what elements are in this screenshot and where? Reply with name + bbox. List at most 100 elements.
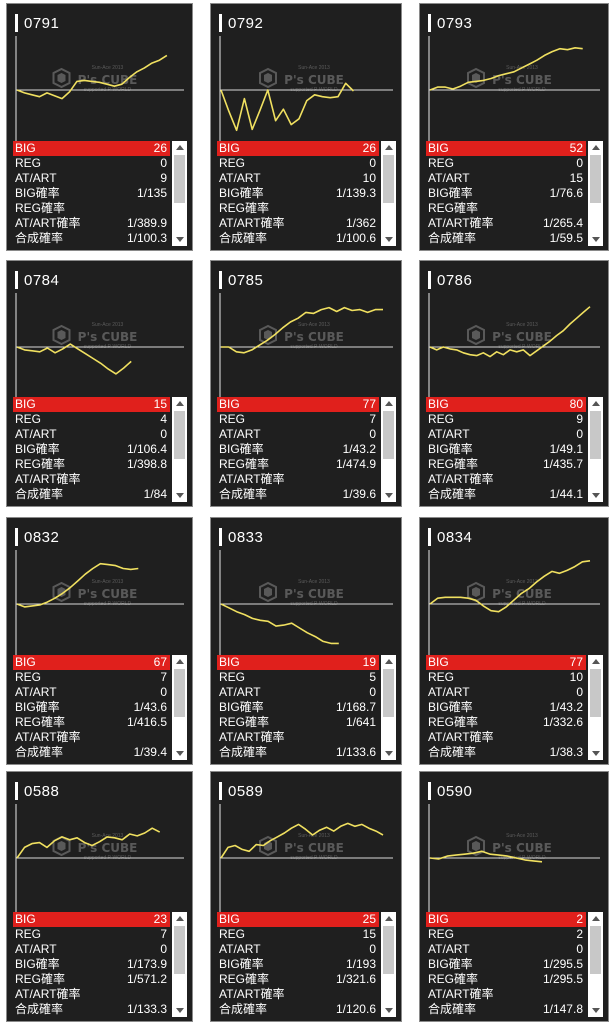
stat-at-row: AT/ART 0 <box>426 427 586 442</box>
stat-total-rate-label: 合成確率 <box>15 231 64 245</box>
scroll-up-arrow-icon[interactable] <box>176 659 184 664</box>
stats-scrollbar[interactable] <box>588 141 603 246</box>
scroll-up-arrow-icon[interactable] <box>176 916 184 921</box>
scroll-thumb[interactable] <box>590 926 601 974</box>
stats-scrollbar[interactable] <box>172 141 187 246</box>
scroll-up-arrow-icon[interactable] <box>592 916 600 921</box>
title-marker <box>15 14 18 32</box>
stat-at-rate-row: AT/ART確率 <box>217 987 379 1002</box>
scroll-up-arrow-icon[interactable] <box>385 145 393 150</box>
stats-scrollbar[interactable] <box>172 397 187 502</box>
machine-card-0588[interactable]: Sun-Ace 2013 P's CUBE supported P-WORLD 05… <box>6 771 193 1022</box>
machine-number[interactable]: 0832 <box>24 528 60 546</box>
scroll-down-arrow-icon[interactable] <box>592 493 600 498</box>
scroll-thumb[interactable] <box>590 669 601 717</box>
machine-card-0590[interactable]: Sun-Ace 2013 P's CUBE supported P-WORLD 05… <box>419 771 609 1022</box>
machine-title[interactable]: 0793 <box>428 13 472 33</box>
stats-scrollbar[interactable] <box>588 655 603 760</box>
machine-title[interactable]: 0590 <box>428 781 472 801</box>
machine-title[interactable]: 0791 <box>15 13 59 33</box>
scroll-up-arrow-icon[interactable] <box>385 916 393 921</box>
scroll-up-arrow-icon[interactable] <box>592 659 600 664</box>
machine-number[interactable]: 0785 <box>228 271 264 289</box>
machine-number[interactable]: 0590 <box>437 782 473 800</box>
machine-card-0785[interactable]: Sun-Ace 2013 P's CUBE supported P-WORLD 07… <box>210 260 402 507</box>
machine-number[interactable]: 0833 <box>228 528 264 546</box>
machine-title[interactable]: 0784 <box>15 270 59 290</box>
machine-number[interactable]: 0791 <box>24 14 60 32</box>
machine-card-0793[interactable]: Sun-Ace 2013 P's CUBE supported P-WORLD 07… <box>419 3 609 251</box>
stats-scrollbar[interactable] <box>172 912 187 1017</box>
machine-number[interactable]: 0589 <box>228 782 264 800</box>
machine-number[interactable]: 0792 <box>228 14 264 32</box>
scroll-down-arrow-icon[interactable] <box>176 493 184 498</box>
scroll-down-arrow-icon[interactable] <box>385 1008 393 1013</box>
stats-scrollbar[interactable] <box>588 397 603 502</box>
machine-title[interactable]: 0833 <box>219 527 263 547</box>
machine-card-0833[interactable]: Sun-Ace 2013 P's CUBE supported P-WORLD 08… <box>210 517 402 765</box>
machine-title[interactable]: 0832 <box>15 527 59 547</box>
stat-reg-value: 0 <box>576 156 583 170</box>
stat-big-rate-label: BIG確率 <box>219 957 264 971</box>
machine-title[interactable]: 0589 <box>219 781 263 801</box>
slump-line-series <box>429 46 583 91</box>
watermark-top-text: Sun-Ace 2013 <box>92 579 124 585</box>
stats-scrollbar[interactable] <box>172 655 187 760</box>
scroll-thumb[interactable] <box>383 155 394 203</box>
machine-number[interactable]: 0834 <box>437 528 473 546</box>
watermark-top-text: Sun-Ace 2013 <box>506 322 538 328</box>
scroll-down-arrow-icon[interactable] <box>592 751 600 756</box>
machine-card-0832[interactable]: Sun-Ace 2013 P's CUBE supported P-WORLD 08… <box>6 517 193 765</box>
machine-title[interactable]: 0588 <box>15 781 59 801</box>
machine-card-0834[interactable]: Sun-Ace 2013 P's CUBE supported P-WORLD 08… <box>419 517 609 765</box>
machine-card-0589[interactable]: Sun-Ace 2013 P's CUBE supported P-WORLD 05… <box>210 771 402 1022</box>
machine-title[interactable]: 0834 <box>428 527 472 547</box>
stats-scrollbar[interactable] <box>381 141 396 246</box>
stat-at-row: AT/ART 10 <box>217 171 379 186</box>
scroll-up-arrow-icon[interactable] <box>176 145 184 150</box>
machine-card-0792[interactable]: Sun-Ace 2013 P's CUBE supported P-WORLD 07… <box>210 3 402 251</box>
stat-reg-value: 9 <box>576 412 583 426</box>
scroll-thumb[interactable] <box>174 926 185 974</box>
scroll-up-arrow-icon[interactable] <box>385 401 393 406</box>
machine-title[interactable]: 0786 <box>428 270 472 290</box>
machine-number[interactable]: 0784 <box>24 271 60 289</box>
stat-big-label: BIG <box>15 655 36 669</box>
scroll-down-arrow-icon[interactable] <box>176 237 184 242</box>
scroll-thumb[interactable] <box>383 669 394 717</box>
scroll-down-arrow-icon[interactable] <box>385 237 393 242</box>
machine-title[interactable]: 0785 <box>219 270 263 290</box>
machine-card-0784[interactable]: Sun-Ace 2013 P's CUBE supported P-WORLD 07… <box>6 260 193 507</box>
scroll-thumb[interactable] <box>174 155 185 203</box>
scroll-up-arrow-icon[interactable] <box>592 401 600 406</box>
stat-big-rate-label: BIG確率 <box>219 700 264 714</box>
scroll-up-arrow-icon[interactable] <box>176 401 184 406</box>
scroll-down-arrow-icon[interactable] <box>592 1008 600 1013</box>
scroll-thumb[interactable] <box>174 669 185 717</box>
machine-number[interactable]: 0793 <box>437 14 473 32</box>
stats-scrollbar[interactable] <box>381 397 396 502</box>
scroll-down-arrow-icon[interactable] <box>592 237 600 242</box>
stat-at-label: AT/ART <box>428 685 470 699</box>
machine-number[interactable]: 0786 <box>437 271 473 289</box>
stat-reg-label: REG <box>15 156 42 170</box>
scroll-down-arrow-icon[interactable] <box>385 751 393 756</box>
scroll-thumb[interactable] <box>590 411 601 459</box>
stat-at-value: 0 <box>160 427 167 441</box>
scroll-up-arrow-icon[interactable] <box>385 659 393 664</box>
scroll-thumb[interactable] <box>383 411 394 459</box>
scroll-thumb[interactable] <box>383 926 394 974</box>
scroll-thumb[interactable] <box>590 155 601 203</box>
machine-card-0786[interactable]: Sun-Ace 2013 P's CUBE supported P-WORLD 07… <box>419 260 609 507</box>
scroll-down-arrow-icon[interactable] <box>176 1008 184 1013</box>
scroll-thumb[interactable] <box>174 411 185 459</box>
machine-title[interactable]: 0792 <box>219 13 263 33</box>
machine-card-0791[interactable]: Sun-Ace 2013 P's CUBE supported P-WORLD 07… <box>6 3 193 251</box>
stats-scrollbar[interactable] <box>381 912 396 1017</box>
scroll-down-arrow-icon[interactable] <box>385 493 393 498</box>
scroll-up-arrow-icon[interactable] <box>592 145 600 150</box>
stats-scrollbar[interactable] <box>381 655 396 760</box>
stats-scrollbar[interactable] <box>588 912 603 1017</box>
scroll-down-arrow-icon[interactable] <box>176 751 184 756</box>
machine-number[interactable]: 0588 <box>24 782 60 800</box>
